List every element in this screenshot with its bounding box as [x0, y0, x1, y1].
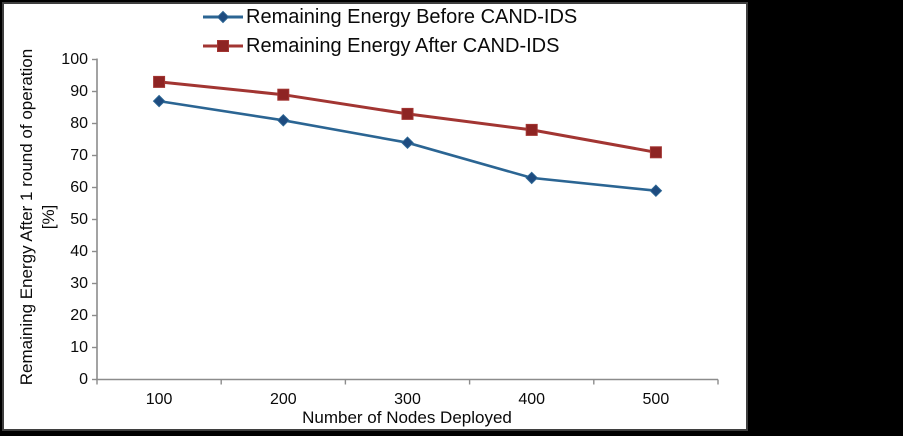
data-point-marker-square [649, 146, 662, 159]
data-point-marker-square [153, 75, 166, 88]
data-point-marker-diamond [276, 113, 290, 127]
legend-item: Remaining Energy After CAND-IDS [203, 34, 577, 58]
y-tick-label: 80 [70, 114, 88, 132]
data-point-marker-square [277, 88, 290, 101]
data-point-marker-diamond [401, 136, 414, 150]
y-tick-label: 10 [70, 338, 88, 356]
data-point-marker-square [401, 107, 414, 120]
y-tick-label: 90 [70, 82, 88, 100]
y-tick-label: 70 [70, 146, 88, 164]
data-point-marker-square [525, 123, 538, 136]
x-tick-label: 500 [642, 391, 670, 408]
data-point-marker-diamond [152, 94, 166, 108]
y-tick-label: 100 [61, 50, 88, 68]
data-point-marker-diamond [649, 184, 663, 198]
legend-label: Remaining Energy Before CAND-IDS [246, 5, 578, 28]
y-tick-label: 50 [70, 210, 88, 228]
legend-item: Remaining Energy Before CAND-IDS [203, 5, 577, 29]
legend: Remaining Energy Before CAND-IDS Remainin… [203, 5, 577, 63]
figure-panel [2, 2, 748, 431]
y-tick-label: 30 [70, 274, 88, 292]
y-tick-label: 60 [70, 178, 88, 196]
x-axis-title: Number of Nodes Deployed [302, 408, 512, 427]
y-tick-label: 0 [79, 370, 88, 388]
square-icon [217, 40, 229, 52]
x-tick-label: 400 [518, 391, 546, 408]
y-tick-label: 40 [70, 242, 88, 260]
data-point-marker-diamond [525, 171, 539, 185]
legend-marker [203, 40, 243, 52]
x-tick-label: 300 [394, 391, 421, 408]
legend-label: Remaining Energy After CAND-IDS [246, 34, 560, 57]
y-tick-label: 20 [70, 306, 88, 324]
legend-marker [203, 10, 243, 24]
x-tick-label: 100 [145, 391, 173, 408]
x-tick-label: 200 [269, 391, 297, 408]
diamond-icon [216, 10, 230, 24]
